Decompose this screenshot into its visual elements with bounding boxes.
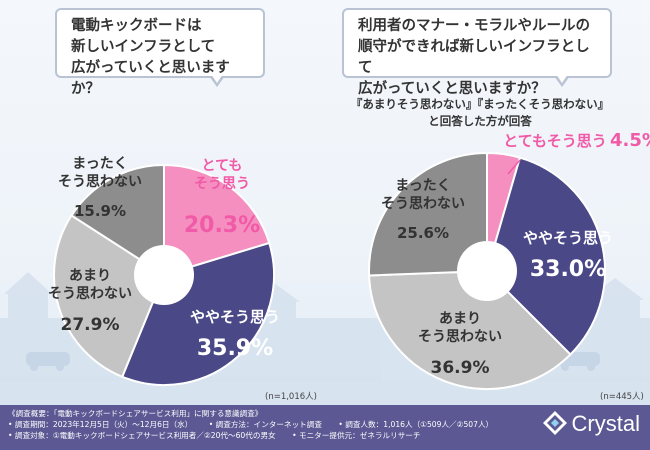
crystal-logo-text: Crystal: [571, 410, 640, 436]
footer-provider: • モニター提供元：ゼネラルリサーチ: [292, 431, 421, 440]
footer-target: • 調査対象：①電動キックボードシェアサービス利用者／②20代〜60代の男女: [8, 431, 276, 440]
slice-label: そう思わない: [58, 174, 142, 190]
slice-label: まったく: [72, 156, 127, 172]
pie-slice-3: [368, 269, 572, 390]
slice-label: そう思わない: [418, 329, 502, 345]
pie-slice-4: [70, 163, 165, 277]
slice-value: 20.3%: [184, 213, 260, 238]
slice-label: そう思う: [194, 176, 250, 192]
slice-label: まったく: [395, 178, 450, 194]
footer-row-3: • 調査対象：①電動キックボードシェアサービス利用者／②20代〜60代の男女 •…: [8, 430, 507, 441]
pie-chart-1: とてもそう思う20.3%ややそう思う35.9%あまりそう思わない27.9%まった…: [48, 156, 280, 387]
pie-center-hole: [134, 245, 194, 305]
pie-slice-2: [485, 156, 606, 356]
question-1-line-1: 電動キックボードは: [71, 18, 202, 34]
pie-center-hole: [457, 241, 517, 301]
question-1-box: 電動キックボードは 新しいインフラとして 広がっていくと思いますか？: [55, 8, 265, 97]
pie-slice-4: [368, 151, 488, 277]
slice-value: 36.9%: [431, 358, 490, 378]
pie-chart-2: とてもそう思う4.5%ややそう思う33.0%あまりそう思わない36.9%まったく…: [368, 130, 650, 390]
slice-label: とても: [202, 158, 243, 174]
survey-footer: 《調査概要：「電動キックボードシェアサービス利用」に関する意識調査》 • 調査期…: [0, 405, 650, 450]
speech-tail: [209, 74, 225, 87]
pie-slice-3: [53, 214, 166, 379]
slice-label: ややそう思う: [190, 308, 280, 326]
pie-charts: とてもそう思う20.3%ややそう思う35.9%あまりそう思わない27.9%まった…: [48, 130, 650, 390]
question-2-line-2: 順守ができれば新しいインフラとして: [358, 39, 590, 76]
slice-value: 35.9%: [197, 336, 273, 361]
question-2-line-3: 広がっていくと思いますか？: [358, 81, 546, 97]
sample-size-1: (n=1,016人): [265, 392, 317, 402]
slice-value: 15.9%: [74, 202, 126, 220]
crystal-logo: Crystal: [542, 410, 640, 436]
slice-label: ややそう思う: [523, 229, 613, 247]
question-1-line-2: 新しいインフラとして: [71, 39, 216, 55]
note-line-1: 『あまりそう思わない』『まったくそう思わない』: [350, 97, 610, 111]
footer-survey-title: 《調査概要：「電動キックボードシェアサービス利用」に関する意識調査》: [8, 409, 263, 418]
slice-label: そう思わない: [381, 196, 465, 212]
footer-count: • 調査人数：1,016人（①509人／②507人）: [338, 420, 494, 429]
leader-line: [507, 159, 521, 175]
slice-value: 4.5%: [610, 130, 650, 151]
footer-row-1: 《調査概要：「電動キックボードシェアサービス利用」に関する意識調査》: [8, 408, 507, 419]
slice-label: あまり: [69, 268, 111, 284]
crystal-diamond-icon: [542, 411, 567, 435]
slice-label: あまり: [439, 311, 481, 327]
pie-slice-2: [120, 241, 275, 387]
note-line-2: と回答した方が回答: [428, 114, 532, 128]
slice-label: とてもそう思う: [503, 132, 607, 150]
slice-value: 27.9%: [61, 315, 120, 335]
slice-value: 33.0%: [530, 257, 606, 282]
footer-method: • 調査方法：インターネット調査: [208, 420, 322, 429]
pie-slice-1: [163, 163, 271, 277]
question-1-line-3: 広がっていくと思いますか？: [71, 60, 230, 97]
footer-row-2: • 調査期間：2023年12月5日（火）〜12月6日（水） • 調査方法：インタ…: [8, 419, 507, 430]
footer-period: • 調査期間：2023年12月5日（火）〜12月6日（水）: [8, 420, 193, 429]
sample-size-2: (n=445人): [600, 392, 644, 402]
slice-label: そう思わない: [48, 286, 132, 302]
speech-tail: [554, 74, 570, 87]
question-2-box: 利用者のマナー・モラルやルールの 順守ができれば新しいインフラとして 広がってい…: [342, 8, 612, 97]
question-2-line-1: 利用者のマナー・モラルやルールの: [358, 18, 590, 34]
question-2-note: 『あまりそう思わない』『まったくそう思わない』 と回答した方が回答: [330, 96, 630, 130]
slice-value: 25.6%: [397, 224, 449, 242]
